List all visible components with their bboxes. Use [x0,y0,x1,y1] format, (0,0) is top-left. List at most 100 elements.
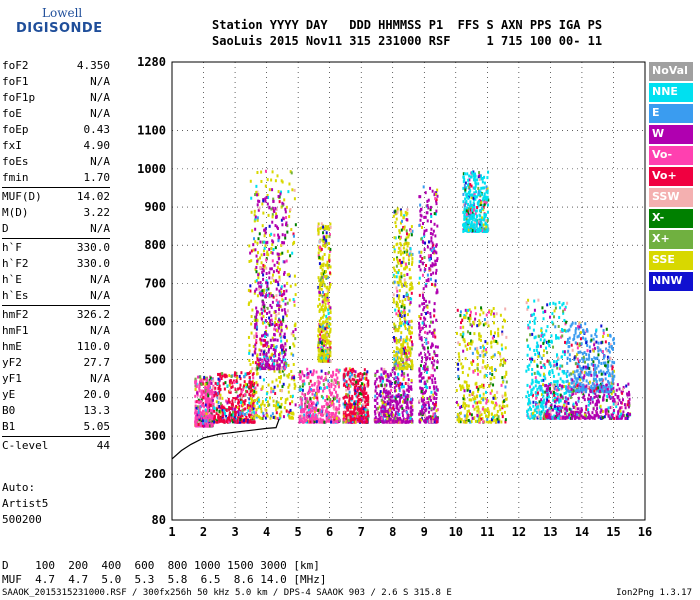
echo-point [319,265,322,269]
echo-point [325,231,328,235]
echo-point [290,171,293,175]
echo-point [199,405,202,409]
echo-point [260,334,263,338]
echo-point [421,391,424,395]
echo-point [229,390,232,394]
echo-point [334,411,337,415]
echo-point [328,404,331,408]
echo-point [464,308,467,312]
echo-point [429,315,432,319]
echo-point [393,325,396,329]
echo-point [206,407,209,411]
echo-point [319,356,322,360]
echo-point [293,188,296,192]
echo-point [298,420,301,424]
echo-point [467,212,470,216]
echo-point [257,415,260,419]
echo-point [335,368,338,372]
echo-point [329,346,332,350]
echo-point [275,279,278,283]
echo-point [288,182,291,186]
echo-point [395,327,398,331]
echo-point [417,281,420,285]
echo-point [328,413,331,417]
echo-point [408,309,411,313]
echo-point [465,221,468,225]
echo-point [332,402,335,406]
echo-point [273,359,276,363]
echo-point [270,314,273,318]
echo-point [271,188,274,192]
echo-point [476,350,479,354]
echo-point [362,403,365,407]
echo-point [278,304,281,308]
echo-point [386,413,389,417]
echo-point [254,193,257,197]
echo-point [422,222,425,226]
echo-point [322,243,325,247]
echo-point [404,311,407,315]
echo-point [429,257,432,261]
echo-point [318,338,321,342]
echo-point [255,338,258,342]
echo-point [427,341,430,345]
echo-point [405,339,408,343]
echo-point [268,271,271,275]
echo-point [399,420,402,424]
echo-point [244,407,247,411]
echo-point [299,417,302,421]
echo-point [404,298,407,302]
echo-point [222,382,225,386]
echo-point [435,192,438,196]
echo-point [433,212,436,216]
echo-point [197,411,200,415]
echo-point [283,260,286,264]
echo-point [403,375,406,379]
echo-point [278,363,281,367]
echo-point [364,392,367,396]
echo-point [318,246,321,250]
echo-point [402,322,405,326]
echo-point [478,174,481,178]
echo-point [324,412,327,416]
echo-point [312,415,315,419]
echo-point [199,410,202,414]
echo-point [410,366,413,370]
echo-point [434,259,437,263]
echo-point [394,417,397,421]
echo-point [481,223,484,227]
echo-point [394,376,397,380]
echo-point [329,271,332,275]
echo-point [292,232,295,236]
echo-point [305,418,308,422]
echo-point [406,362,409,366]
echo-point [476,409,479,413]
echo-point [397,309,400,313]
echo-point [197,400,200,404]
echo-point [423,256,426,260]
echo-point [348,414,351,418]
echo-point [374,389,377,393]
echo-point [266,202,269,206]
echo-point [472,196,475,200]
echo-point [258,348,261,352]
echo-point [278,278,281,282]
echo-point [398,386,401,390]
echo-point [385,409,388,413]
echo-point [322,358,325,362]
echo-point [253,404,256,408]
echo-point [374,405,377,409]
echo-point [408,252,411,256]
echo-point [435,385,438,389]
echo-point [470,342,473,346]
echo-point [404,420,407,424]
echo-cluster [342,367,370,424]
echo-point [335,373,338,377]
echo-point [485,229,488,233]
echo-point [496,390,499,394]
echo-point [463,389,466,393]
echo-point [255,390,258,394]
echo-point [266,356,269,360]
echo-point [463,397,466,401]
echo-point [426,419,429,423]
